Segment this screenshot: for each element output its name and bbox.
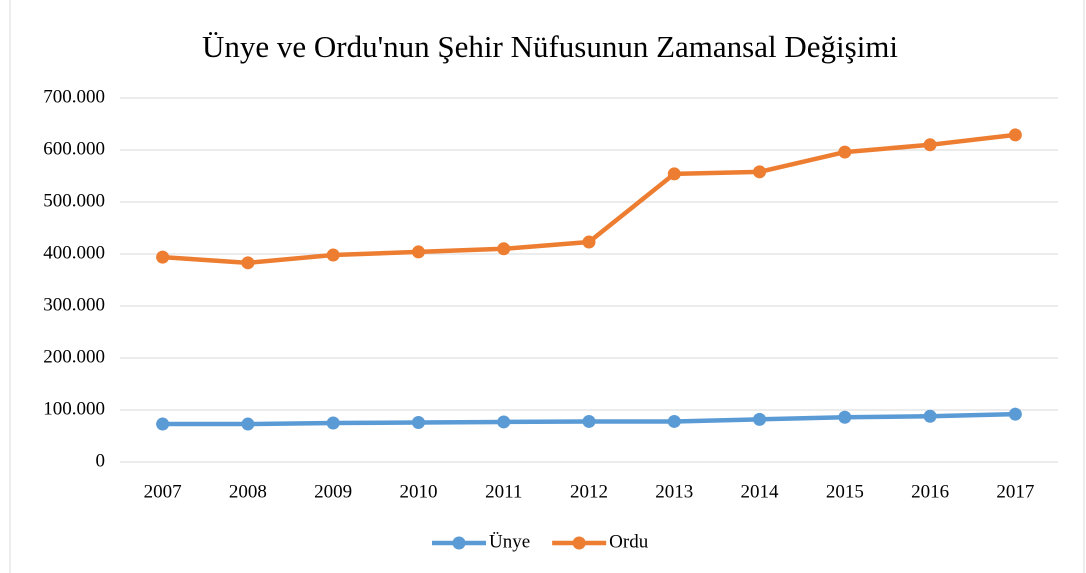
data-point (497, 415, 511, 429)
y-tick-label: 300.000 (43, 294, 105, 315)
y-tick-label: 100.000 (43, 398, 105, 419)
chart-title: Ünye ve Ordu'nun Şehir Nüfusunun Zamansa… (202, 29, 898, 64)
x-tick-label: 2014 (741, 481, 780, 502)
legend-marker (452, 536, 466, 550)
data-point (156, 250, 170, 264)
data-point (667, 414, 681, 428)
y-tick-label: 200.000 (43, 346, 105, 367)
x-tick-label: 2009 (314, 481, 352, 502)
data-point (582, 235, 596, 249)
x-tick-label: 2007 (144, 481, 182, 502)
legend-marker (572, 536, 586, 550)
data-point (156, 417, 170, 431)
data-point (241, 417, 255, 431)
data-point (667, 167, 681, 181)
data-point (923, 138, 937, 152)
data-point (326, 416, 340, 430)
data-point (1008, 407, 1022, 421)
chart-frame (9, 0, 1085, 573)
x-tick-label: 2013 (655, 481, 693, 502)
data-point (241, 256, 255, 270)
x-tick-label: 2008 (229, 481, 267, 502)
x-tick-label: 2012 (570, 481, 608, 502)
y-tick-label: 400.000 (43, 242, 105, 263)
legend-label: Ünye (489, 531, 530, 552)
y-tick-label: 700.000 (43, 86, 105, 107)
y-tick-label: 600.000 (43, 138, 105, 159)
data-point (838, 145, 852, 159)
data-point (923, 409, 937, 423)
x-tick-label: 2011 (485, 481, 522, 502)
y-tick-label: 500.000 (43, 190, 105, 211)
data-point (411, 415, 425, 429)
data-point (411, 245, 425, 259)
x-tick-label: 2015 (826, 481, 864, 502)
x-tick-label: 2016 (911, 481, 949, 502)
data-point (1008, 128, 1022, 142)
y-tick-label: 0 (96, 450, 106, 471)
data-point (753, 412, 767, 426)
x-tick-label: 2010 (399, 481, 437, 502)
data-point (838, 410, 852, 424)
data-point (497, 242, 511, 256)
x-tick-label: 2017 (996, 481, 1034, 502)
data-point (753, 165, 767, 179)
legend-label: Ordu (609, 531, 649, 552)
data-point (326, 248, 340, 262)
data-point (582, 414, 596, 428)
